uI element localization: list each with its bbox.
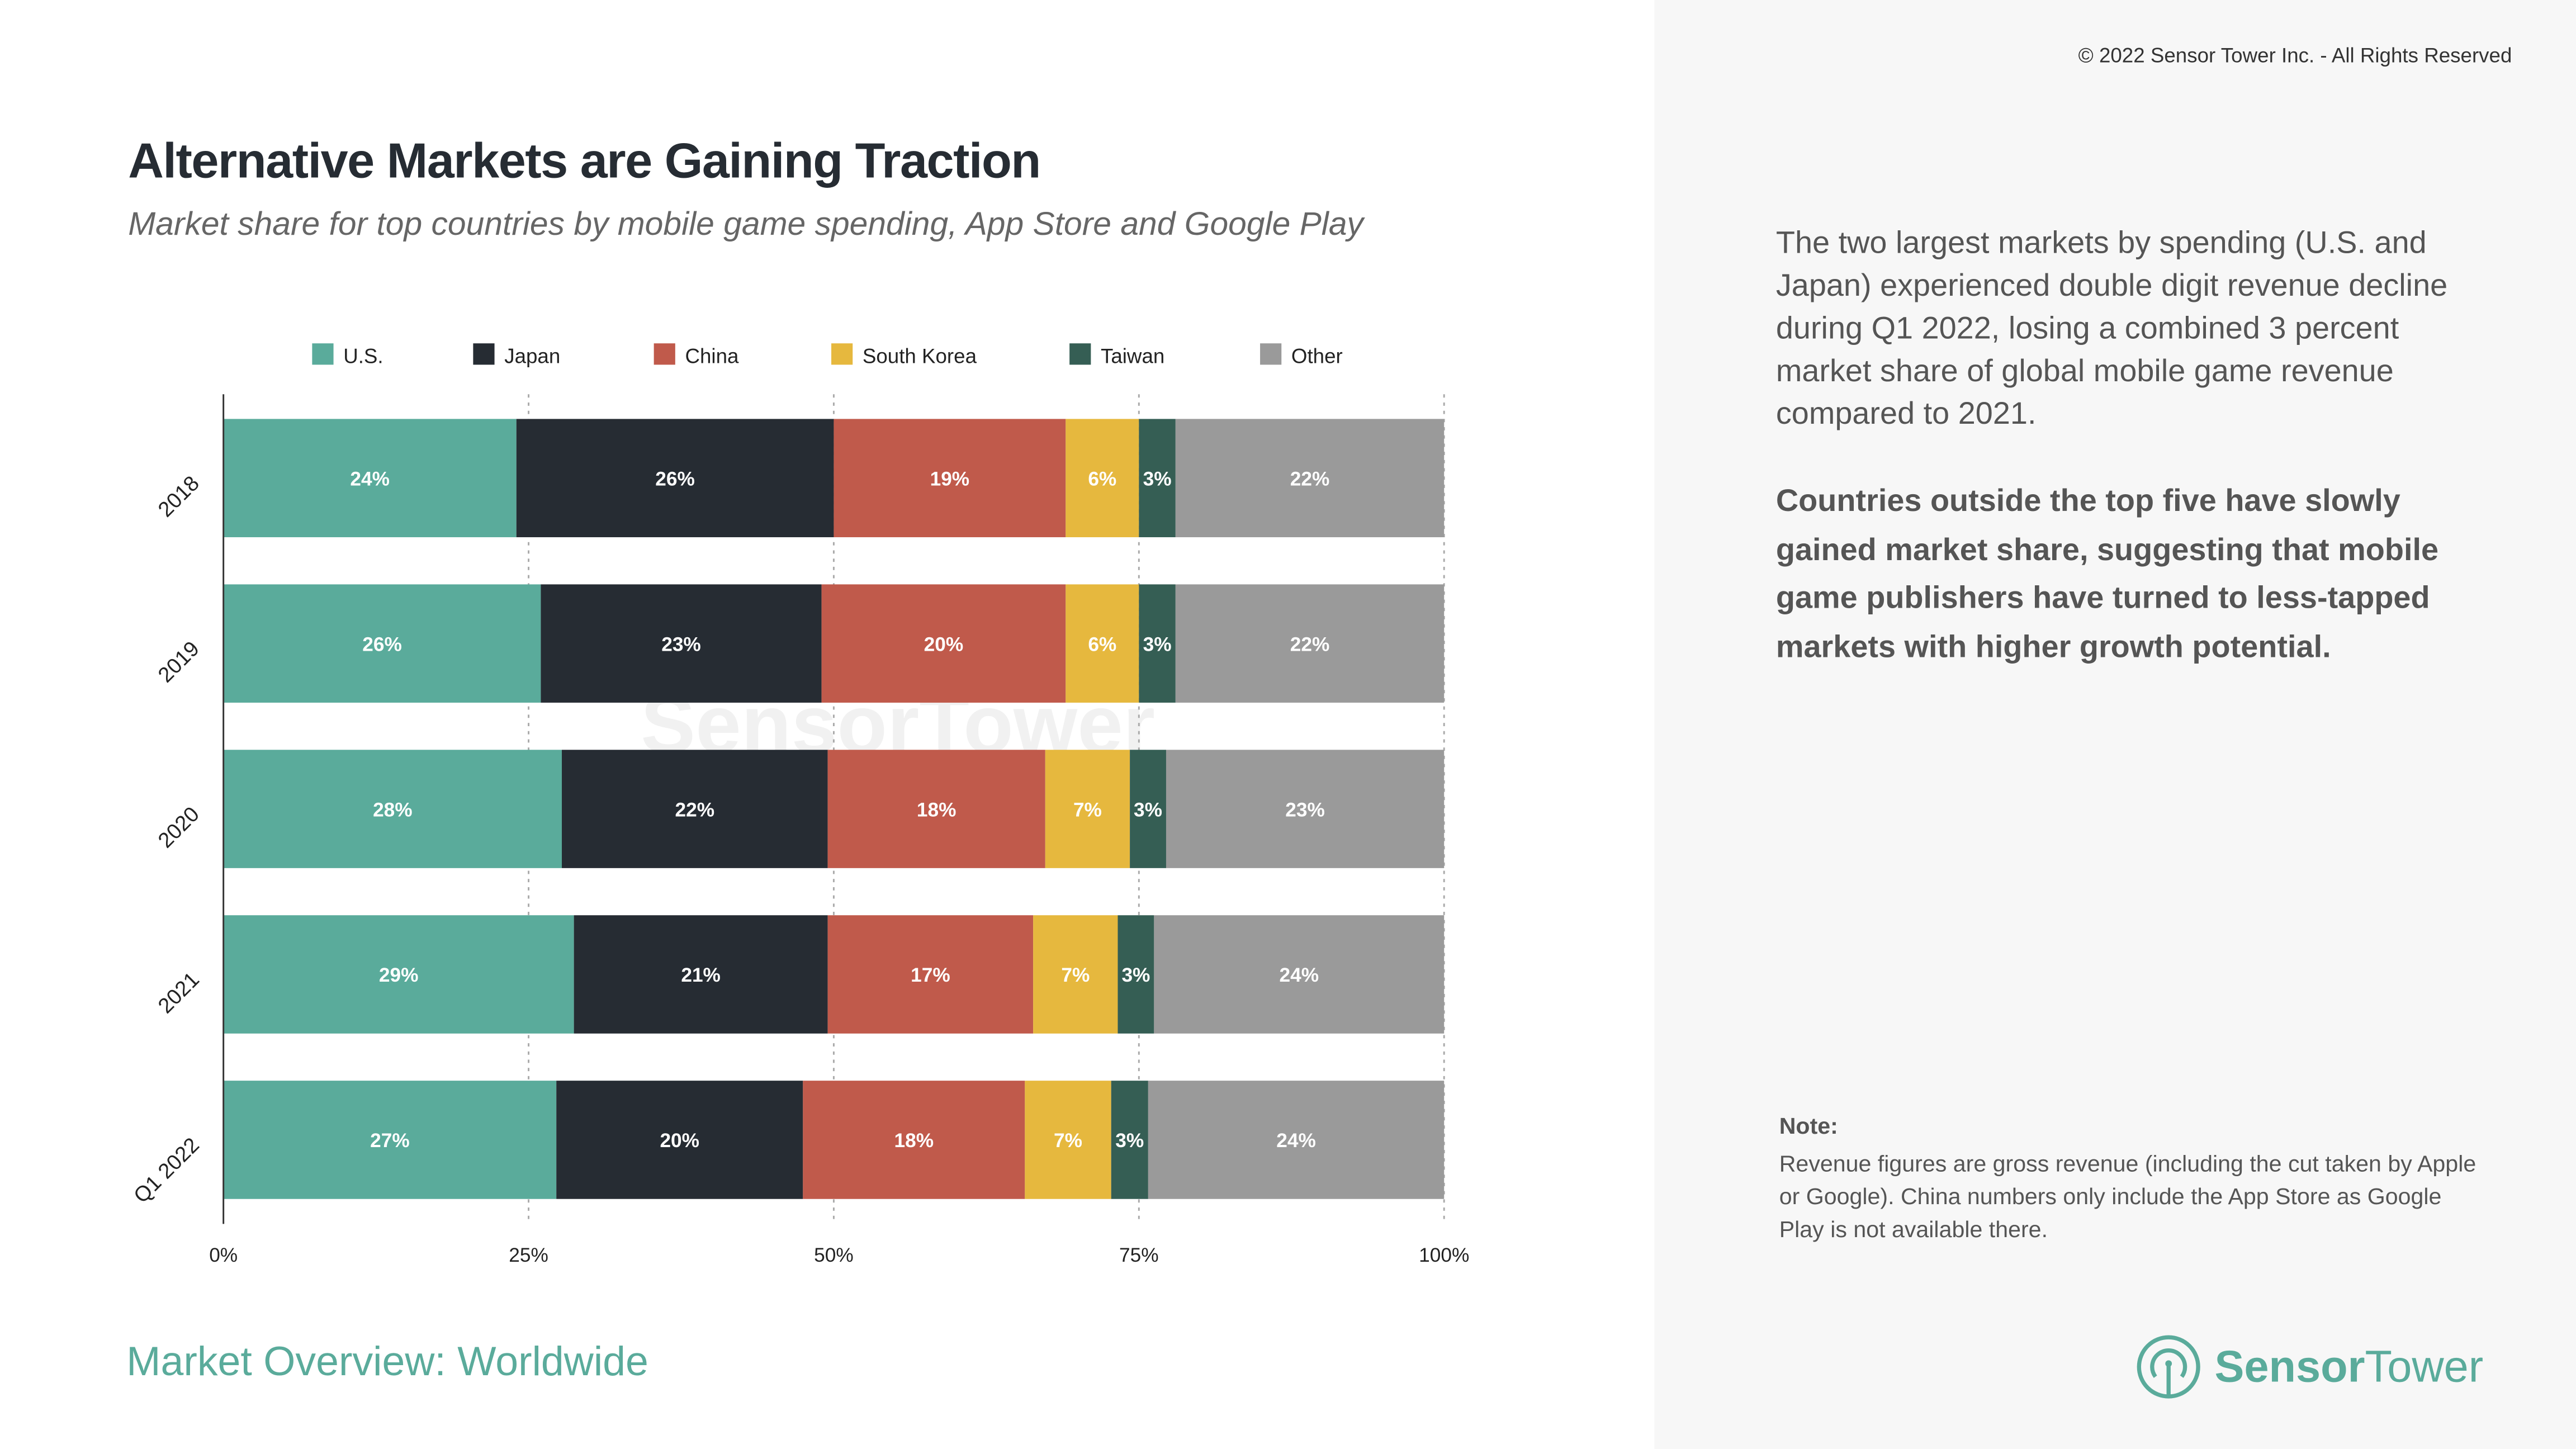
y-tick-label: 2020 [153,802,203,853]
bar-segment [223,419,517,537]
legend-label: China [685,344,739,367]
bar-segment [223,1081,557,1199]
page-title: Alternative Markets are Gaining Traction [128,134,1041,189]
logo-text-bold: Sensor [2214,1341,2365,1391]
bar-segment [1154,915,1445,1034]
data-label: 7% [1073,799,1102,821]
data-label: 7% [1054,1130,1082,1152]
y-tick-label: 2018 [153,471,203,522]
legend-swatch [1260,343,1282,365]
bar-segment [223,750,562,868]
commentary-paragraph-2: Countries outside the top five have slow… [1775,484,2439,665]
x-tick-label: 25% [509,1244,548,1266]
data-label: 27% [370,1130,410,1152]
data-label: 23% [661,633,701,655]
legend-label: Taiwan [1101,344,1164,367]
bar-segment [834,419,1066,537]
bar-segment [556,1081,803,1199]
data-label: 22% [1290,468,1330,490]
legend-label: Other [1291,344,1343,367]
bar-segment [1148,1081,1445,1199]
data-label: 28% [373,799,413,821]
data-label: 20% [660,1130,699,1152]
data-label: 22% [1290,633,1330,655]
note-heading: Note: [1779,1112,1838,1139]
data-label: 20% [924,633,964,655]
data-label: 19% [930,468,970,490]
commentary-panel [1654,0,2576,1449]
x-tick-label: 75% [1119,1244,1159,1266]
data-label: 23% [1285,799,1325,821]
bar-segment [223,915,574,1034]
legend-label: South Korea [863,344,977,367]
data-label: 3% [1143,468,1172,490]
data-label: 22% [675,799,715,821]
data-label: 29% [379,964,419,986]
bar-segment [223,584,541,703]
sensor-tower-logo: SensorTower [2135,1334,2483,1400]
bar-segment [1066,584,1139,703]
legend-swatch [473,343,495,365]
data-label: 24% [1279,964,1319,986]
bar-segment [1130,750,1166,868]
bar-segment [827,915,1034,1034]
bar-segment [1175,584,1445,703]
data-label: 3% [1143,633,1172,655]
sensor-tower-logo-icon [2137,1335,2200,1399]
bar-segment [1139,419,1176,537]
data-label: 24% [1276,1130,1316,1152]
legend-swatch [654,343,675,365]
x-tick-label: 0% [209,1244,238,1266]
bar-segment [1033,915,1118,1034]
bar-segment [821,584,1066,703]
data-label: 3% [1121,964,1150,986]
data-label: 17% [911,964,950,986]
data-label: 26% [362,633,402,655]
legend-label: Japan [504,344,560,367]
bar-segment [1166,750,1445,868]
bar-segment [541,584,822,703]
legend-label: U.S. [343,344,383,367]
data-label: 6% [1088,468,1116,490]
data-label: 24% [350,468,390,490]
bar-segment [562,750,828,868]
y-tick-label: Q1 2022 [129,1133,204,1208]
note-text: Revenue figures are gross revenue (inclu… [1779,1150,2476,1242]
data-label: 26% [655,468,695,490]
bar-segment [516,419,834,537]
bar-segment [1111,1081,1148,1199]
logo-text-light: Tower [2365,1341,2484,1391]
bar-segment [1025,1081,1111,1199]
copyright: © 2022 Sensor Tower Inc. - All Rights Re… [2078,44,2512,68]
y-tick-label: 2019 [153,637,203,687]
page-subtitle: Market share for top countries by mobile… [128,207,1363,243]
legend-swatch [831,343,853,365]
legend-swatch [312,343,334,365]
bar-segment [574,915,828,1034]
stacked-bar-chart: SensorTower 24% 26% 19% 6% 3% 22%26% 23% 20% 6% 3… [129,343,1469,1266]
commentary-paragraph-1: The two largest markets by spending (U.S… [1775,226,2448,432]
bar-segment [827,750,1045,868]
bar-segment [1066,419,1139,537]
bar-segment [1117,915,1154,1034]
bar-segment [1139,584,1176,703]
data-label: 21% [681,964,721,986]
x-tick-label: 100% [1419,1244,1469,1266]
bar-segment [1045,750,1130,868]
data-label: 18% [894,1130,934,1152]
section-label: Market Overview: Worldwide [126,1339,648,1385]
x-tick-label: 50% [814,1244,854,1266]
bar-segment [803,1081,1025,1199]
data-label: 18% [917,799,956,821]
data-label: 3% [1115,1130,1144,1152]
legend-swatch [1069,343,1091,365]
data-label: 6% [1088,633,1116,655]
data-label: 3% [1134,799,1162,821]
y-tick-label: 2021 [153,968,203,1018]
bar-segment [1175,419,1445,537]
data-label: 7% [1061,964,1090,986]
